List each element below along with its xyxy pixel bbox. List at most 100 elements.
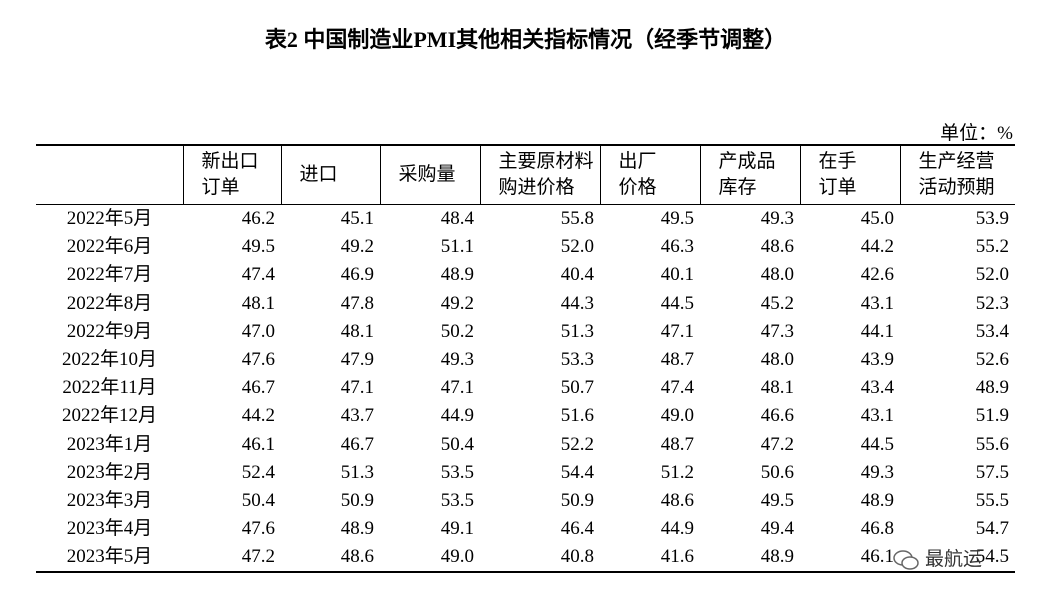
cell-value: 47.2 xyxy=(760,433,794,455)
cell-value: 53.4 xyxy=(975,320,1009,342)
cell-value: 48.7 xyxy=(660,433,694,455)
cell-value: 50.2 xyxy=(440,320,474,342)
cell-value: 46.7 xyxy=(241,377,275,399)
cell-value: 49.0 xyxy=(660,405,694,427)
cell-value: 50.6 xyxy=(760,461,794,483)
table-row: 2023年3月 50.4 50.9 53.5 50.9 48.6 49.5 48.9 55.5 xyxy=(36,487,1015,515)
cell-value: 48.7 xyxy=(660,349,694,371)
cell-value: 47.6 xyxy=(241,349,275,371)
cell-value: 44.5 xyxy=(660,292,694,314)
cell-value: 52.4 xyxy=(241,461,275,483)
cell-value: 40.1 xyxy=(660,264,694,286)
cell-value: 48.6 xyxy=(660,489,694,511)
watermark: 最航运 xyxy=(893,544,982,571)
cell-value: 45.0 xyxy=(860,208,894,230)
cell-value: 49.0 xyxy=(440,546,474,568)
cell-value: 48.1 xyxy=(340,320,374,342)
header-line: 订单 xyxy=(201,177,240,198)
cell-value: 54.5 xyxy=(975,546,1009,568)
cell-value: 46.9 xyxy=(340,264,374,286)
cell-value: 49.4 xyxy=(760,518,794,540)
row-label: 2022年6月 xyxy=(66,236,153,258)
cell-value: 46.8 xyxy=(860,518,894,540)
column-header: 采购量 xyxy=(379,145,480,205)
row-label: 2023年5月 xyxy=(66,546,153,568)
cell-value: 52.6 xyxy=(975,349,1009,371)
table-row: 2022年7月 47.4 46.9 48.9 40.4 40.1 48.0 42.6 52.0 xyxy=(36,261,1015,289)
header-line: 价格 xyxy=(618,177,657,198)
title: 表2 中国制造业PMI其他相关指标情况（经季节调整） xyxy=(264,27,787,52)
cell-value: 53.9 xyxy=(975,208,1009,230)
cell-value: 51.3 xyxy=(340,461,374,483)
row-label: 2022年5月 xyxy=(66,208,153,230)
cell-value: 48.1 xyxy=(241,292,275,314)
cell-value: 50.4 xyxy=(241,489,275,511)
cell-value: 45.2 xyxy=(760,292,794,314)
cell-value: 52.0 xyxy=(560,236,594,258)
cell-value: 47.1 xyxy=(440,377,474,399)
cell-value: 48.0 xyxy=(760,264,794,286)
cell-value: 47.4 xyxy=(660,377,694,399)
cell-value: 42.6 xyxy=(860,264,894,286)
table-row: 2022年10月 47.6 47.9 49.3 53.3 48.7 48.0 43.9 52.6 xyxy=(36,346,1015,374)
cell-value: 47.1 xyxy=(660,320,694,342)
cell-value: 48.9 xyxy=(860,489,894,511)
cell-value: 55.6 xyxy=(975,433,1009,455)
cell-value: 43.9 xyxy=(860,349,894,371)
table-row: 2022年11月 46.7 47.1 47.1 50.7 47.4 48.1 43.4 48.9 xyxy=(36,374,1015,402)
cell-value: 48.0 xyxy=(760,349,794,371)
cell-value: 44.2 xyxy=(241,405,275,427)
row-label: 2022年12月 xyxy=(61,405,157,427)
cell-value: 52.0 xyxy=(975,264,1009,286)
cell-value: 46.3 xyxy=(660,236,694,258)
table-row: 2022年12月 44.2 43.7 44.9 51.6 49.0 46.6 43.1 51.9 xyxy=(36,402,1015,430)
cell-value: 53.5 xyxy=(440,461,474,483)
cell-value: 46.1 xyxy=(860,546,894,568)
cell-value: 51.9 xyxy=(975,405,1009,427)
row-label: 2022年8月 xyxy=(66,292,153,314)
table-body: 2022年5月 46.2 45.1 48.4 55.8 49.5 49.3 45.0 53.9 2… xyxy=(36,205,1015,573)
header-line: 生产经营 xyxy=(918,151,995,172)
cell-value: 49.3 xyxy=(860,461,894,483)
cell-value: 41.6 xyxy=(660,546,694,568)
cell-value: 44.1 xyxy=(860,320,894,342)
header-line: 产成品 xyxy=(718,151,776,172)
column-header: 在手 订单 xyxy=(799,145,900,205)
cell-value: 53.5 xyxy=(440,489,474,511)
header-line: 库存 xyxy=(718,177,757,198)
cell-value: 54.7 xyxy=(975,518,1009,540)
cell-value: 51.6 xyxy=(560,405,594,427)
cell-value: 46.7 xyxy=(340,433,374,455)
cell-value: 47.8 xyxy=(340,292,374,314)
cell-value: 46.1 xyxy=(241,433,275,455)
header-line: 新出口 xyxy=(201,151,259,172)
cell-value: 40.8 xyxy=(560,546,594,568)
cell-value: 52.2 xyxy=(560,433,594,455)
data-table: 新出口 订单 进口 采购量 主要原材料 购进价格 出厂 价格 产成品 库存 在手 订单 生产经营 活动预期… xyxy=(36,144,1015,573)
header-line: 在手 xyxy=(818,151,857,172)
row-label: 2022年10月 xyxy=(61,349,157,371)
table-row: 2022年9月 47.0 48.1 50.2 51.3 47.1 47.3 44.1 53.4 xyxy=(36,318,1015,346)
header-line: 出厂 xyxy=(618,151,657,172)
cell-value: 48.6 xyxy=(760,236,794,258)
cell-value: 50.7 xyxy=(560,377,594,399)
column-header xyxy=(36,145,183,205)
cell-value: 40.4 xyxy=(560,264,594,286)
cell-value: 55.2 xyxy=(975,236,1009,258)
table-row: 2023年4月 47.6 48.9 49.1 46.4 44.9 49.4 46.8 54.7 xyxy=(36,515,1015,543)
cell-value: 43.4 xyxy=(860,377,894,399)
cell-value: 49.3 xyxy=(440,349,474,371)
cell-value: 50.9 xyxy=(340,489,374,511)
cell-value: 48.9 xyxy=(760,546,794,568)
row-label: 2023年4月 xyxy=(66,518,153,540)
header-line: 购进价格 xyxy=(498,177,575,198)
cell-value: 44.3 xyxy=(560,292,594,314)
cell-value: 44.9 xyxy=(440,405,474,427)
cell-value: 49.5 xyxy=(660,208,694,230)
cell-value: 49.5 xyxy=(241,236,275,258)
header-line: 采购量 xyxy=(398,164,456,185)
cell-value: 43.1 xyxy=(860,292,894,314)
cell-value: 47.0 xyxy=(241,320,275,342)
cell-value: 48.9 xyxy=(975,377,1009,399)
table-row: 2023年5月 47.2 48.6 49.0 40.8 41.6 48.9 46.1 54.5 xyxy=(36,543,1015,573)
